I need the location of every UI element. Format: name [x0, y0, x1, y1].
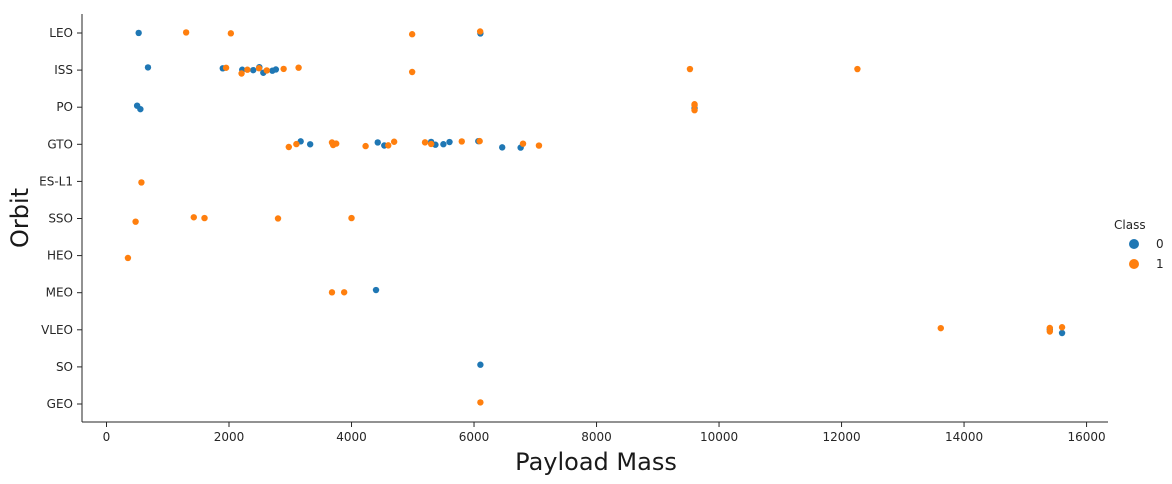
- data-point-class-1: [477, 399, 484, 406]
- data-point-class-0: [135, 29, 142, 37]
- data-point-class-1: [854, 65, 861, 73]
- y-tick-label: PO: [56, 100, 73, 114]
- y-tick-label: HEO: [47, 249, 73, 263]
- data-point-class-1: [421, 139, 429, 146]
- data-point-class-1: [138, 179, 145, 186]
- x-tick-label: 2000: [214, 430, 245, 444]
- data-point-class-1: [385, 142, 392, 149]
- data-point-class-1: [263, 67, 271, 74]
- y-axis-ticks: LEO ISS PO GTO ES-L1 SSO HEO MEO VLEO SO GEO: [39, 26, 82, 411]
- data-point-class-0: [440, 141, 447, 148]
- data-point-class-1: [190, 214, 197, 221]
- data-point-class-1: [476, 137, 483, 145]
- y-tick-label: ES-L1: [39, 174, 73, 188]
- x-tick-label: 16000: [1067, 430, 1105, 444]
- y-tick-label: GEO: [47, 397, 73, 411]
- legend-title: Class: [1114, 218, 1146, 232]
- legend-marker-0: [1129, 239, 1139, 249]
- data-point-class-1: [328, 289, 336, 296]
- data-point-class-1: [458, 138, 465, 145]
- data-point-class-1: [124, 254, 132, 262]
- y-tick-label: GTO: [47, 137, 73, 151]
- data-point-class-1: [1058, 324, 1066, 331]
- data-point-class-1: [408, 31, 416, 38]
- data-point-class-0: [144, 64, 152, 71]
- data-point-class-0: [446, 138, 453, 146]
- x-tick-label: 12000: [822, 430, 860, 444]
- data-point-class-1: [238, 70, 245, 77]
- data-point-class-1: [519, 140, 527, 147]
- data-point-class-1: [691, 102, 698, 109]
- data-point-class-1: [1046, 328, 1054, 335]
- data-point-class-1: [362, 142, 369, 150]
- y-tick-label: SSO: [48, 212, 73, 226]
- data-point-class-1: [244, 66, 251, 73]
- legend: Class 01: [1114, 218, 1164, 271]
- data-point-class-0: [477, 361, 484, 368]
- data-point-class-1: [348, 214, 355, 222]
- x-axis-ticks: 0 2000 4000 6000 8000 10000 12000 14000 16000: [103, 422, 1106, 444]
- data-point-class-0: [374, 139, 381, 146]
- data-point-class-1: [293, 140, 300, 148]
- data-point-class-1: [201, 214, 208, 222]
- x-tick-label: 4000: [336, 430, 367, 444]
- y-axis-title: Orbit: [6, 188, 34, 248]
- x-tick-label: 10000: [700, 430, 738, 444]
- data-point-class-0: [1058, 329, 1066, 337]
- data-point-class-1: [132, 218, 139, 225]
- data-point-class-1: [295, 64, 302, 71]
- data-point-class-1: [535, 142, 543, 149]
- data-points: [124, 28, 1066, 406]
- x-tick-label: 0: [103, 430, 111, 444]
- data-point-class-0: [499, 144, 506, 151]
- y-tick-label: LEO: [49, 26, 73, 40]
- x-tick-label: 6000: [459, 430, 490, 444]
- data-point-class-1: [390, 138, 398, 145]
- x-tick-label: 8000: [581, 430, 612, 444]
- data-point-class-1: [427, 140, 435, 148]
- data-point-class-1: [274, 215, 282, 222]
- data-point-class-1: [686, 65, 694, 73]
- data-point-class-0: [306, 141, 314, 148]
- data-point-class-1: [227, 30, 235, 37]
- plot-area: LEO ISS PO GTO ES-L1 SSO HEO MEO VLEO SO GEO 0 2000…: [39, 14, 1108, 444]
- legend-label: 1: [1156, 257, 1164, 271]
- data-point-class-1: [691, 106, 698, 114]
- y-tick-label: SO: [56, 360, 73, 374]
- data-point-class-0: [372, 286, 380, 294]
- data-point-class-0: [250, 66, 257, 74]
- data-point-class-1: [222, 64, 230, 71]
- data-point-class-1: [182, 29, 190, 36]
- legend-label: 0: [1156, 237, 1164, 251]
- data-point-class-1: [340, 289, 348, 296]
- data-point-class-0: [272, 66, 280, 73]
- y-tick-label: VLEO: [41, 323, 73, 337]
- legend-marker-1: [1129, 259, 1139, 269]
- y-tick-label: MEO: [46, 286, 73, 300]
- data-point-class-1: [280, 65, 287, 73]
- data-point-class-1: [255, 65, 263, 72]
- y-tick-label: ISS: [54, 63, 73, 77]
- data-point-class-1: [408, 68, 416, 76]
- data-point-class-1: [333, 140, 340, 147]
- data-point-class-0: [137, 105, 144, 113]
- x-tick-label: 14000: [945, 430, 983, 444]
- data-point-class-1: [476, 28, 484, 35]
- legend-entries: 01: [1129, 237, 1164, 271]
- data-point-class-1: [937, 324, 944, 332]
- data-point-class-1: [285, 143, 292, 151]
- x-axis-title: Payload Mass: [515, 448, 677, 476]
